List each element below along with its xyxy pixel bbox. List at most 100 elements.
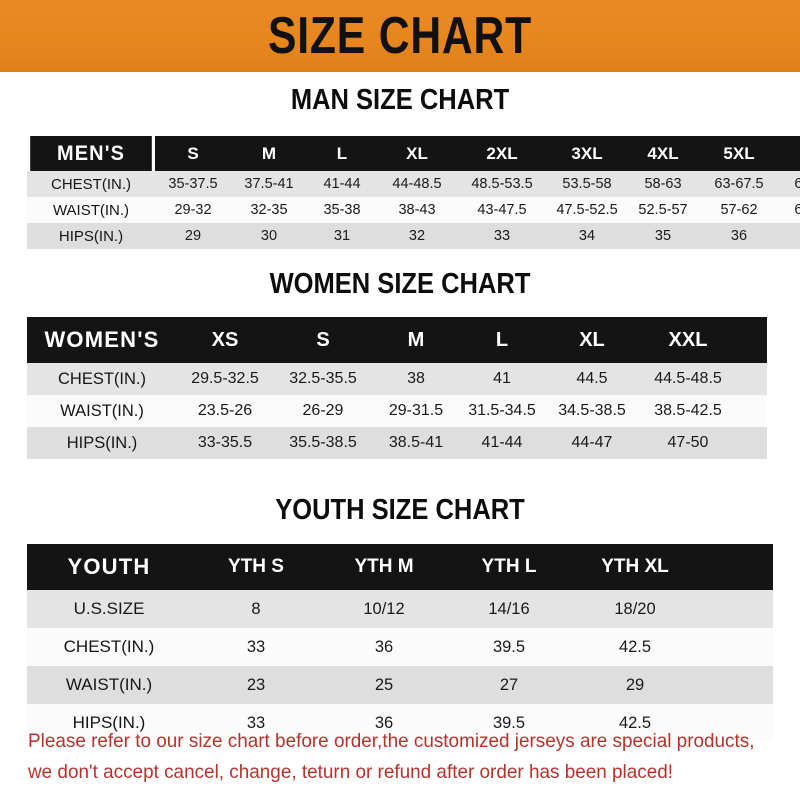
table-row: WAIST(IN.) 29-32 32-35 35-38 38-43 43-47… xyxy=(27,197,800,223)
row-label: WAIST(IN.) xyxy=(60,401,144,420)
youth-size-table: YOUTH YTH S YTH M YTH L YTH XL U.S.SIZE … xyxy=(27,544,773,742)
cell-empty xyxy=(699,628,773,666)
youth-size-header: YTH S xyxy=(191,544,321,590)
table-row: CHEST(IN.) 35-37.5 37.5-41 41-44 44-48.5… xyxy=(27,171,800,197)
cell: 35-37.5 xyxy=(168,176,218,192)
page-title: SIZE CHART xyxy=(267,7,533,65)
women-header-row: WOMEN'S XS S M L XL XXL xyxy=(27,317,767,363)
cell: 42.5 xyxy=(618,713,652,732)
women-size-header: M xyxy=(373,317,459,363)
cell: 29.5-32.5 xyxy=(191,370,259,387)
cell: 44-47 xyxy=(571,434,613,451)
cell: 36 xyxy=(374,637,394,656)
women-size-table: WOMEN'S XS S M L XL XXL CHEST(IN.) 29.5-… xyxy=(27,317,767,459)
men-header-label: MEN'S xyxy=(30,136,152,171)
row-label: CHEST(IN.) xyxy=(63,637,155,656)
cell: 43-47.5 xyxy=(477,202,527,218)
men-size-header: 2XL xyxy=(457,136,547,171)
return-policy-note: Please refer to our size chart before or… xyxy=(28,726,757,788)
youth-size-header: YTH XL xyxy=(571,544,699,590)
cell: 47-50 xyxy=(667,434,709,451)
row-label: U.S.SIZE xyxy=(73,599,145,618)
youth-header-label: YOUTH xyxy=(27,544,191,590)
cell: 8 xyxy=(251,599,261,618)
women-size-header: L xyxy=(459,317,545,363)
cell: 18/20 xyxy=(614,599,656,618)
cell: 37.5-41 xyxy=(244,176,294,192)
cell: 34 xyxy=(578,228,596,244)
women-size-header: XL xyxy=(545,317,639,363)
cell: 14/16 xyxy=(488,599,530,618)
cell: 41-44 xyxy=(481,434,523,451)
table-row: WAIST(IN.) 23 25 27 29 xyxy=(27,666,773,704)
cell: 48.5-53.5 xyxy=(471,176,533,192)
men-size-header: XL xyxy=(377,136,457,171)
cell: 10/12 xyxy=(363,599,405,618)
cell: 39.5 xyxy=(492,713,526,732)
men-size-header: 6XL xyxy=(779,136,800,171)
women-section-title: WOMEN SIZE CHART xyxy=(269,268,531,300)
cell: 23 xyxy=(246,675,266,694)
table-row: HIPS(IN.) 29 30 31 32 33 34 35 36 37 xyxy=(27,223,800,249)
cell: 25 xyxy=(374,675,394,694)
table-row: CHEST(IN.) 33 36 39.5 42.5 xyxy=(27,628,773,666)
cell-empty xyxy=(737,427,767,459)
cell: 53.5-58 xyxy=(562,176,612,192)
men-size-header: M xyxy=(231,136,307,171)
cell: 31 xyxy=(333,228,351,244)
cell-empty xyxy=(699,666,773,704)
cell: 29-31.5 xyxy=(388,402,444,419)
cell: 29-32 xyxy=(174,202,212,218)
cell: 33 xyxy=(246,637,266,656)
cell: 30 xyxy=(260,228,278,244)
women-header-label: WOMEN'S xyxy=(27,317,177,363)
cell-empty xyxy=(699,590,773,628)
cell: 31.5-34.5 xyxy=(468,402,536,419)
women-size-header: S xyxy=(273,317,373,363)
row-label: HIPS(IN.) xyxy=(58,227,124,245)
youth-size-header: YTH L xyxy=(447,544,571,590)
cell-empty xyxy=(737,363,767,395)
cell: 33 xyxy=(493,228,511,244)
cell: 27 xyxy=(499,675,519,694)
table-row: HIPS(IN.) 33 36 39.5 42.5 xyxy=(27,704,773,742)
return-policy-line-2: we don't accept cancel, change, teturn o… xyxy=(28,761,674,783)
cell: 58-63 xyxy=(644,176,682,192)
women-size-header: XS xyxy=(177,317,273,363)
cell: 41-44 xyxy=(323,176,361,192)
youth-size-header: YTH M xyxy=(321,544,447,590)
cell: 37 xyxy=(779,223,800,249)
cell: 33-35.5 xyxy=(197,434,253,451)
cell: 29 xyxy=(184,228,202,244)
cell: 52.5-57 xyxy=(638,202,688,218)
youth-section-title: YOUTH SIZE CHART xyxy=(275,494,525,526)
cell: 36 xyxy=(374,713,394,732)
cell: 32-35 xyxy=(250,202,288,218)
table-row: CHEST(IN.) 29.5-32.5 32.5-35.5 38 41 44.… xyxy=(27,363,767,395)
cell: 44-48.5 xyxy=(392,176,442,192)
youth-size-header-empty xyxy=(699,544,773,590)
cell: 67.5-72 xyxy=(794,176,800,192)
men-size-table: MEN'S S M L XL 2XL 3XL 4XL 5XL 6XL CHEST… xyxy=(27,136,800,249)
row-label: CHEST(IN.) xyxy=(58,369,146,388)
youth-header-row: YOUTH YTH S YTH M YTH L YTH XL xyxy=(27,544,773,590)
cell: 44.5 xyxy=(576,370,608,387)
cell: 38.5-41 xyxy=(388,434,444,451)
cell: 26-29 xyxy=(302,402,344,419)
cell-empty xyxy=(737,395,767,427)
men-size-header: L xyxy=(307,136,377,171)
cell: 38 xyxy=(407,370,425,387)
cell: 41 xyxy=(493,370,511,387)
man-section-title: MAN SIZE CHART xyxy=(290,84,510,116)
cell: 62-66.5 xyxy=(794,202,800,218)
cell: 39.5 xyxy=(492,637,526,656)
row-label: WAIST(IN.) xyxy=(52,201,130,219)
table-row: HIPS(IN.) 33-35.5 35.5-38.5 38.5-41 41-4… xyxy=(27,427,767,459)
men-size-header: S xyxy=(155,136,231,171)
page-banner: SIZE CHART xyxy=(0,0,800,72)
men-size-header: 3XL xyxy=(547,136,627,171)
cell: 35-38 xyxy=(323,202,361,218)
cell: 38-43 xyxy=(398,202,436,218)
men-size-header: 4XL xyxy=(627,136,699,171)
